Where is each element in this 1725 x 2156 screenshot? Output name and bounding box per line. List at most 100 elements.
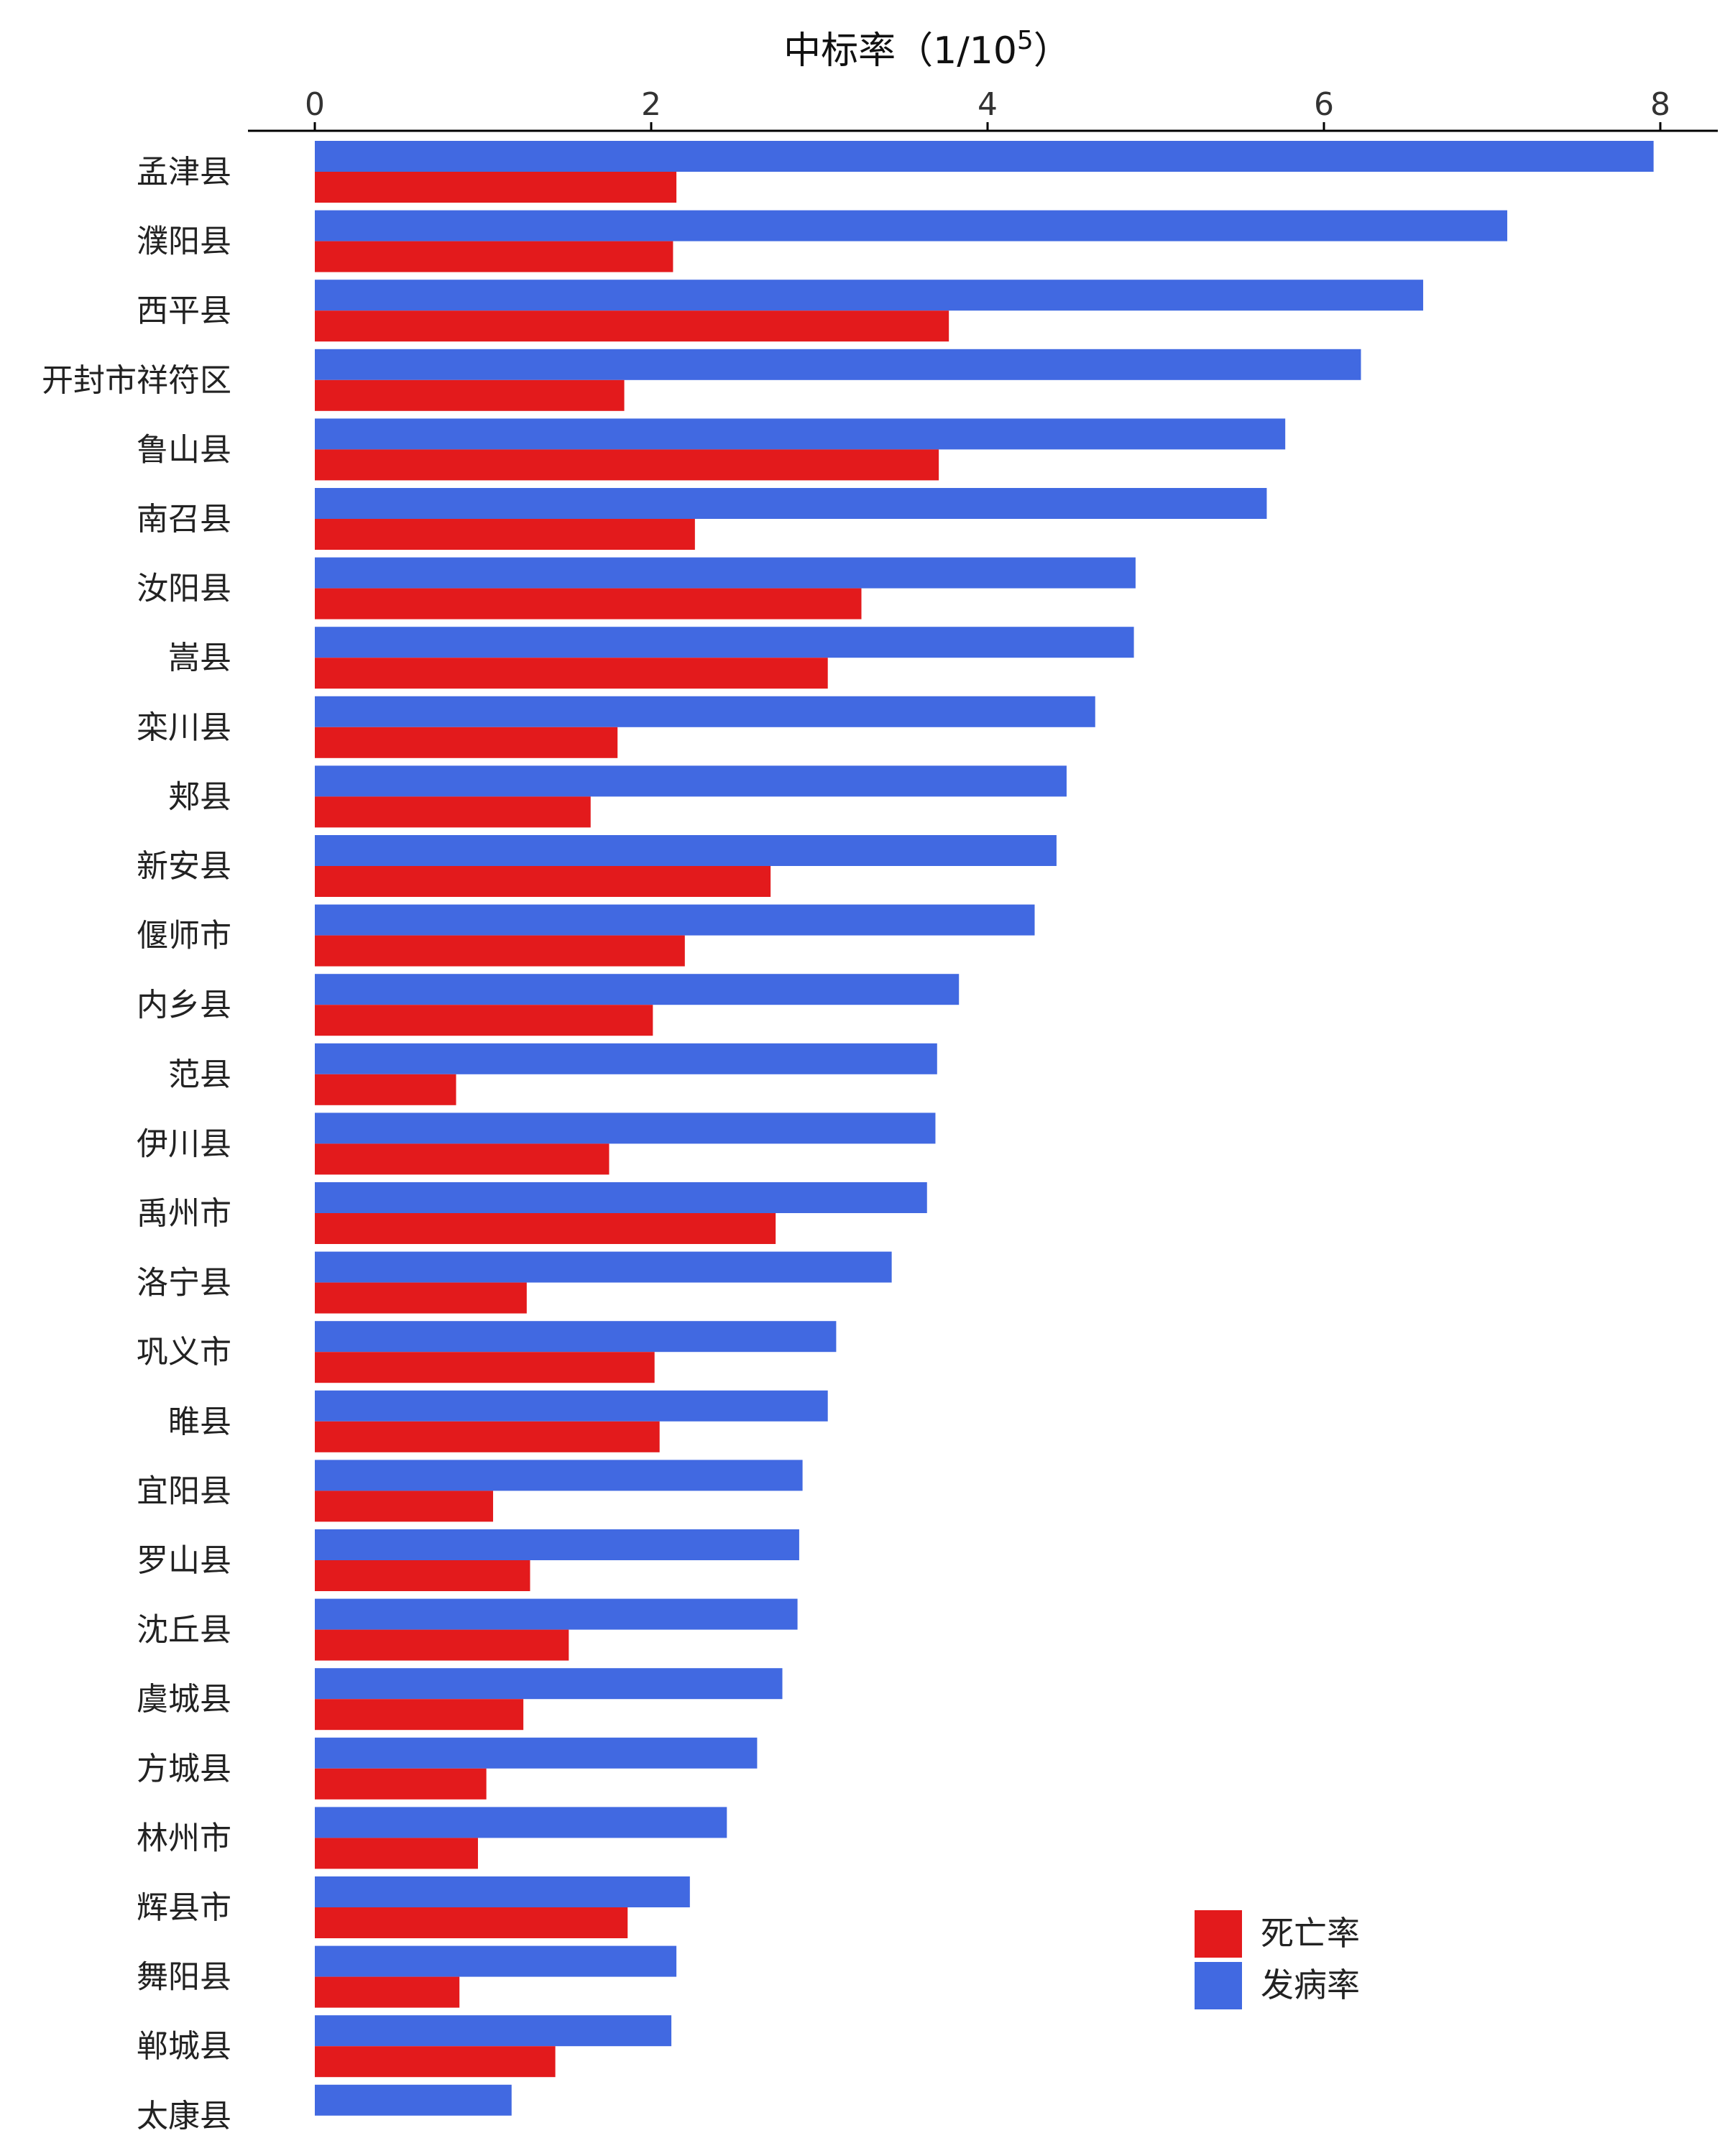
bar-mortality bbox=[315, 1976, 460, 2008]
category-label: 舞阳县 bbox=[137, 1959, 231, 1996]
bar-mortality bbox=[315, 1074, 456, 1105]
category-label: 洛宁县 bbox=[137, 1265, 231, 1302]
legend-swatch bbox=[1195, 1910, 1242, 1958]
category-label: 巩义市 bbox=[137, 1334, 231, 1370]
legend-label: 发病率 bbox=[1261, 1966, 1360, 2004]
bar-mortality bbox=[315, 588, 862, 619]
legend-label: 死亡率 bbox=[1261, 1914, 1360, 1953]
x-axis-title: 中标率（1/105） bbox=[783, 26, 1071, 73]
bar-incidence bbox=[315, 418, 1286, 450]
bar-mortality bbox=[315, 1838, 478, 1869]
bar-mortality bbox=[315, 449, 939, 481]
bar-incidence bbox=[315, 1390, 828, 1422]
category-label: 汝阳县 bbox=[137, 571, 231, 607]
bar-incidence bbox=[315, 1737, 758, 1769]
category-label: 虞城县 bbox=[137, 1681, 231, 1718]
bar-mortality bbox=[315, 1560, 530, 1591]
bar-incidence bbox=[315, 1321, 837, 1353]
bar-incidence bbox=[315, 1598, 798, 1630]
category-label: 辉县市 bbox=[137, 1889, 231, 1926]
category-label: 郸城县 bbox=[137, 2028, 231, 2065]
bar-incidence bbox=[315, 1807, 727, 1838]
bar-incidence bbox=[315, 974, 960, 1005]
bar-mortality bbox=[315, 310, 949, 342]
bar-incidence bbox=[315, 1182, 927, 1213]
category-label: 伊川县 bbox=[137, 1125, 231, 1162]
bar-mortality bbox=[315, 1143, 610, 1175]
category-label: 太康县 bbox=[137, 2098, 231, 2134]
category-label: 嵩县 bbox=[168, 640, 231, 676]
bar-incidence bbox=[315, 488, 1267, 519]
category-label: 鲁山县 bbox=[137, 431, 231, 468]
x-tick-label: 2 bbox=[641, 86, 661, 123]
category-label: 罗山县 bbox=[137, 1542, 231, 1579]
category-label: 禹州市 bbox=[137, 1195, 231, 1232]
category-label: 林州市 bbox=[137, 1820, 231, 1856]
bar-incidence bbox=[315, 280, 1424, 311]
bar-mortality bbox=[315, 1005, 653, 1036]
bar-mortality bbox=[315, 1421, 660, 1452]
category-label: 睢县 bbox=[168, 1404, 231, 1440]
category-labels: 孟津县濮阳县西平县开封市祥符区鲁山县南召县汝阳县嵩县栾川县郏县新安县偃师市内乡县… bbox=[42, 154, 231, 2134]
bar-incidence bbox=[315, 1251, 892, 1283]
bars-group bbox=[315, 141, 1654, 2116]
bar-mortality bbox=[315, 658, 828, 689]
bar-mortality bbox=[315, 1352, 655, 1383]
bar-incidence bbox=[315, 210, 1508, 241]
bar-incidence bbox=[315, 1043, 937, 1074]
bar-mortality bbox=[315, 1768, 487, 1800]
bar-mortality bbox=[315, 519, 695, 550]
bar-incidence bbox=[315, 349, 1361, 380]
bar-mortality bbox=[315, 935, 685, 967]
legend-swatch bbox=[1195, 1962, 1242, 2009]
category-label: 方城县 bbox=[137, 1751, 231, 1787]
bar-incidence bbox=[315, 2084, 512, 2116]
bar-mortality bbox=[315, 866, 771, 897]
x-tick-label: 8 bbox=[1650, 86, 1670, 123]
bar-mortality bbox=[315, 796, 591, 828]
x-tick-label: 6 bbox=[1314, 86, 1334, 123]
bar-incidence bbox=[315, 835, 1057, 866]
category-label: 偃师市 bbox=[137, 918, 231, 954]
bar-incidence bbox=[315, 557, 1136, 589]
bar-incidence bbox=[315, 1529, 799, 1560]
bar-mortality bbox=[315, 172, 677, 203]
category-label: 新安县 bbox=[137, 848, 231, 885]
x-axis-ticks: 0 2 4 6 8 bbox=[305, 86, 1670, 131]
bar-incidence bbox=[315, 141, 1654, 172]
bar-incidence bbox=[315, 2015, 672, 2047]
bar-mortality bbox=[315, 1699, 524, 1731]
bar-incidence bbox=[315, 904, 1035, 936]
category-label: 孟津县 bbox=[137, 154, 231, 190]
category-label: 郏县 bbox=[168, 778, 231, 815]
bar-incidence bbox=[315, 1460, 803, 1491]
bar-mortality bbox=[315, 1907, 628, 1938]
x-tick-label: 4 bbox=[978, 86, 998, 123]
bar-incidence bbox=[315, 1876, 690, 1907]
category-label: 范县 bbox=[168, 1056, 231, 1093]
bar-mortality bbox=[315, 241, 673, 272]
bar-mortality bbox=[315, 1629, 569, 1661]
bar-incidence bbox=[315, 765, 1067, 797]
bar-incidence bbox=[315, 696, 1095, 727]
bar-mortality bbox=[315, 727, 618, 758]
category-label: 濮阳县 bbox=[137, 224, 231, 260]
bar-mortality bbox=[315, 1213, 776, 1244]
bar-mortality bbox=[315, 379, 625, 411]
bar-mortality bbox=[315, 2046, 556, 2078]
category-label: 内乡县 bbox=[137, 987, 231, 1023]
category-label: 宜阳县 bbox=[137, 1473, 231, 1509]
category-label: 栾川县 bbox=[137, 709, 231, 746]
bar-mortality bbox=[315, 1491, 494, 1522]
bar-incidence bbox=[315, 627, 1134, 658]
bar-incidence bbox=[315, 1112, 936, 1144]
category-label: 南召县 bbox=[137, 501, 231, 538]
bar-incidence bbox=[315, 1668, 783, 1700]
category-label: 沈丘县 bbox=[137, 1612, 231, 1649]
category-label: 西平县 bbox=[137, 292, 231, 329]
category-label: 开封市祥符区 bbox=[42, 362, 231, 399]
bar-mortality bbox=[315, 1282, 527, 1314]
bar-incidence bbox=[315, 1945, 677, 1977]
